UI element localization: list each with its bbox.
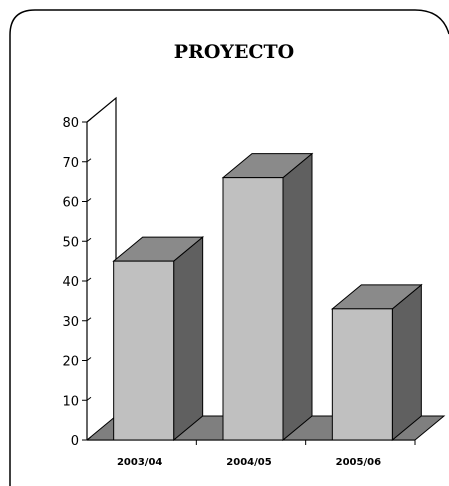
y-tick-label: 20	[62, 355, 79, 370]
y-tick-label: 60	[62, 196, 79, 211]
y-tick-label: 30	[62, 315, 79, 330]
bar-front	[222, 177, 284, 441]
x-tick-label: 2003/04	[117, 457, 162, 468]
bar-side	[173, 236, 204, 442]
x-tick-label: 2004/05	[226, 457, 271, 468]
y-tick-depth	[86, 317, 92, 322]
bar-side	[391, 283, 422, 442]
x-axis-labels: 2003/04 2004/05 2005/06	[117, 440, 416, 468]
chart-title: PROYECTO	[174, 41, 295, 63]
x-tick-label: 2005/06	[336, 457, 381, 468]
bar-2004-05	[221, 152, 314, 442]
bar-2003-04	[112, 236, 205, 442]
y-tick-depth	[86, 158, 92, 163]
bar-2005-06	[330, 283, 423, 442]
chart-border	[9, 9, 449, 486]
bar-front	[113, 260, 175, 441]
y-tick-depth	[86, 436, 92, 441]
y-tick-label: 0	[71, 434, 79, 449]
back-wall-edge	[86, 96, 117, 416]
bar-front	[331, 308, 393, 441]
y-tick-label: 10	[62, 394, 79, 409]
y-tick-label: 40	[62, 275, 79, 290]
y-tick-label: 80	[62, 116, 79, 131]
y-tick-label: 50	[62, 235, 79, 250]
y-tick-label: 70	[62, 156, 79, 171]
bar-side	[282, 152, 313, 442]
y-axis-ticks: 0 10 20 30 40 50 60 70 80	[62, 116, 92, 449]
y-tick-depth	[86, 396, 92, 401]
bars	[112, 152, 423, 442]
y-tick-depth	[86, 237, 92, 242]
y-tick-depth	[86, 277, 92, 282]
y-tick-depth	[86, 118, 92, 123]
y-tick-depth	[86, 357, 92, 361]
y-tick-depth	[86, 198, 92, 202]
